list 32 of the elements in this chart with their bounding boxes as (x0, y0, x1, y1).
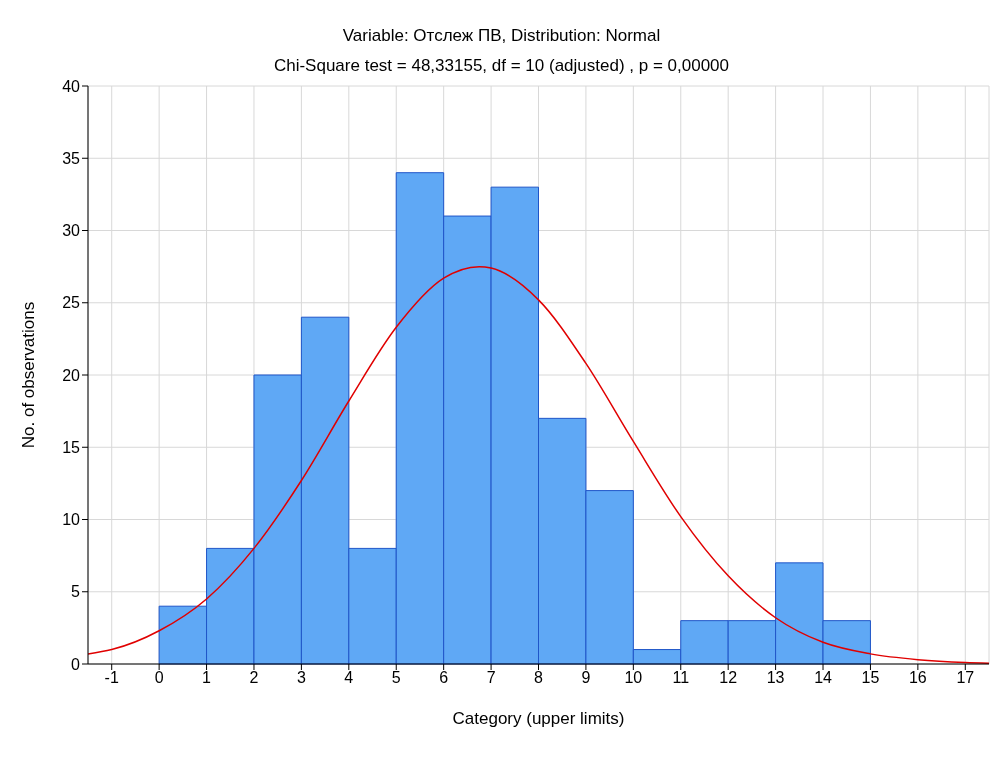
x-tick-label: 9 (581, 669, 591, 687)
x-tick-label: 1 (202, 669, 212, 687)
y-tick-label: 15 (62, 438, 81, 456)
x-axis-title: Category (upper limits) (452, 709, 625, 728)
y-tick-label: 35 (62, 149, 81, 167)
x-tick-label: 11 (672, 669, 690, 687)
x-tick-label: 16 (908, 669, 927, 687)
y-tick-label: 25 (62, 294, 81, 312)
x-tick-label: 4 (344, 669, 354, 687)
chart-title: Variable: Отслеж ПВ, Distribution: Normal (341, 25, 662, 46)
x-tick-label: 17 (956, 669, 975, 687)
x-tick-label: 15 (861, 669, 880, 687)
x-tick-label: 10 (624, 669, 643, 687)
x-tick-label: 8 (534, 669, 544, 687)
y-tick-label: 10 (62, 511, 81, 529)
x-tick-label: 14 (814, 669, 833, 687)
y-tick-label: 20 (62, 366, 81, 384)
x-tick-label: 3 (296, 669, 306, 687)
chart-subtitle: Chi-Square test = 48,33155, df = 10 (adjusted) , p = 0,00000 (272, 55, 731, 76)
y-tick-label: 30 (62, 222, 81, 240)
x-tick-label: 2 (249, 669, 259, 687)
y-tick-label: 5 (71, 583, 81, 601)
y-axis-title: No. of observations (19, 301, 39, 449)
y-tick-label: 40 (62, 77, 81, 95)
x-tick-label: 7 (486, 669, 496, 687)
x-tick-label: 12 (719, 669, 738, 687)
y-tick-label: 0 (71, 655, 81, 673)
x-tick-label: 6 (439, 669, 449, 687)
x-tick-label: 5 (391, 669, 401, 687)
x-tick-label: 13 (766, 669, 785, 687)
x-tick-label: 0 (154, 669, 164, 687)
x-tick-label: -1 (104, 669, 119, 687)
